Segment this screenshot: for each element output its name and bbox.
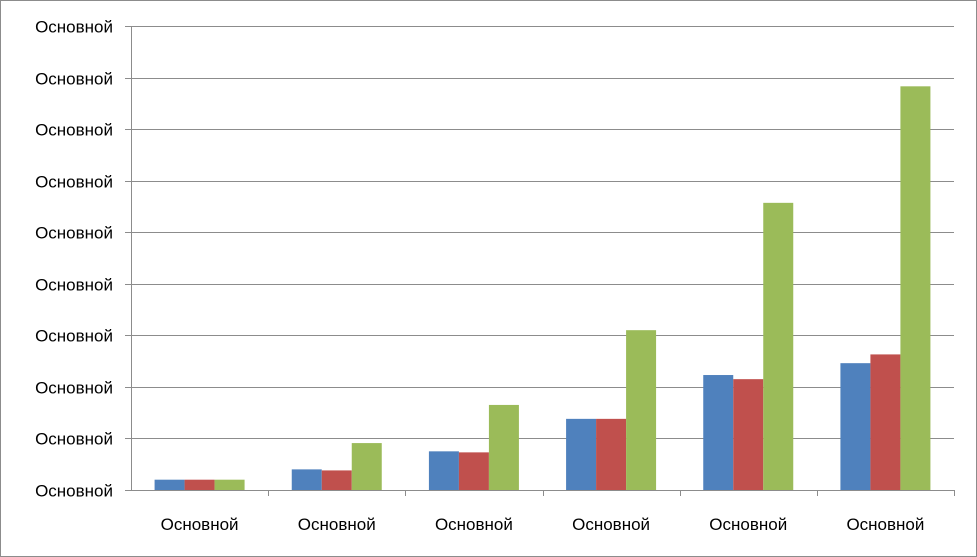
x-tick-labels: Основной Основной Основной Основной Основной… <box>161 515 925 534</box>
bars <box>154 86 931 490</box>
y-tick-label: Основной <box>35 430 113 449</box>
bar <box>840 363 871 490</box>
y-tick-label: Основной <box>35 482 113 501</box>
y-tick-label: Основной <box>35 173 113 192</box>
x-tick-label: Основной <box>709 515 787 534</box>
bar <box>458 452 489 490</box>
y-tick-label: Основной <box>35 276 113 295</box>
y-tick-label: Основной <box>35 379 113 398</box>
bar <box>488 404 519 490</box>
bar <box>733 379 764 490</box>
y-tick-label: Основной <box>35 121 113 140</box>
x-tick-label: Основной <box>298 515 376 534</box>
bar <box>351 443 382 490</box>
x-tick-label: Основной <box>161 515 239 534</box>
y-tick-label: Основной <box>35 18 113 37</box>
bar <box>763 202 794 490</box>
bar <box>900 86 931 490</box>
bar <box>184 479 215 490</box>
y-tick-label: Основной <box>35 327 113 346</box>
x-tick-label: Основной <box>572 515 650 534</box>
y-tick-labels: Основной Основной Основной Основной Основной… <box>35 18 113 501</box>
bar <box>566 418 597 490</box>
y-tick-label: Основной <box>35 224 113 243</box>
bar <box>291 469 322 490</box>
bar <box>703 375 734 490</box>
bar <box>154 479 185 490</box>
bar <box>428 451 459 490</box>
gridlines <box>131 26 954 439</box>
bar <box>214 479 245 490</box>
bar <box>596 418 627 490</box>
axes <box>125 26 955 496</box>
x-tick-label: Основной <box>846 515 924 534</box>
bar <box>321 470 352 490</box>
x-tick-label: Основной <box>435 515 513 534</box>
y-tick-label: Основной <box>35 70 113 89</box>
bar <box>870 354 901 490</box>
bar <box>626 330 657 490</box>
